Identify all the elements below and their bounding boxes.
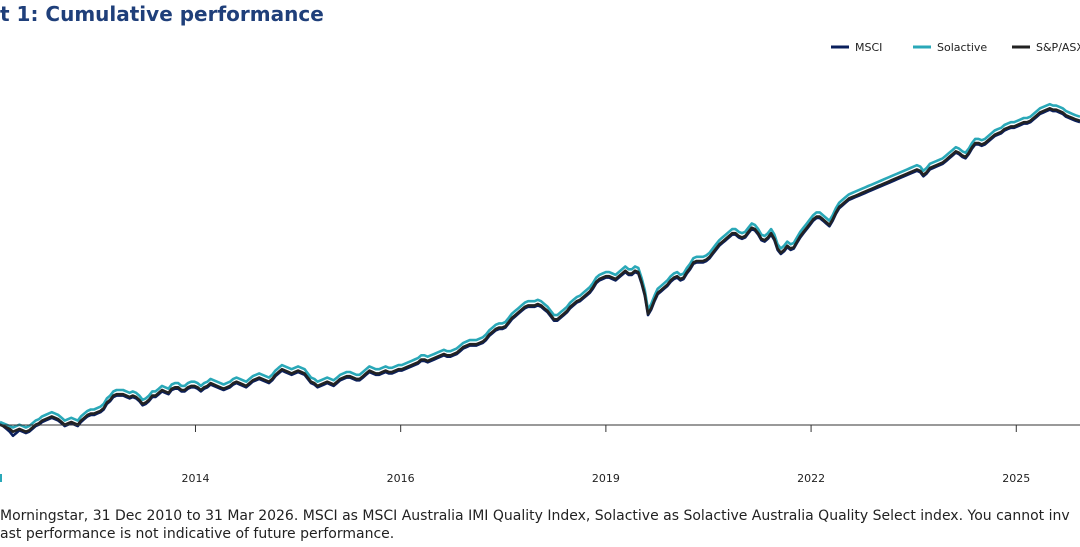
source-footnote: Morningstar, 31 Dec 2010 to 31 Mar 2026.… bbox=[0, 507, 1080, 543]
x-tick-label: 2022 bbox=[797, 472, 825, 485]
footnote-line-2: ast performance is not indicative of fut… bbox=[0, 526, 395, 542]
series-line-solactive bbox=[0, 102, 1080, 429]
x-tick-label: 2016 bbox=[387, 472, 415, 485]
chart-title: t 1: Cumulative performance bbox=[0, 2, 324, 26]
x-axis-ticks: 2014 2016 2019 2022 2025 bbox=[181, 425, 1030, 485]
legend-label: MSCI bbox=[855, 41, 882, 54]
series-lines bbox=[0, 102, 1080, 438]
x-tick-label: 2019 bbox=[592, 472, 620, 485]
legend-label: S&P/ASX bbox=[1036, 41, 1080, 54]
cumulative-performance-chart: MSCI Solactive S&P/ASX 2014 2016 2019 2022 202… bbox=[0, 41, 1080, 485]
footnote-line-1: Morningstar, 31 Dec 2010 to 31 Mar 2026.… bbox=[0, 508, 1070, 524]
x-tick-label: 2025 bbox=[1002, 472, 1030, 485]
x-tick-label: 2014 bbox=[181, 472, 209, 485]
legend-label: Solactive bbox=[937, 41, 987, 54]
series-line-s-p-asx bbox=[0, 107, 1080, 433]
chart-legend: MSCI Solactive S&P/ASX bbox=[831, 41, 1080, 54]
teal-axis-marker bbox=[0, 474, 2, 482]
